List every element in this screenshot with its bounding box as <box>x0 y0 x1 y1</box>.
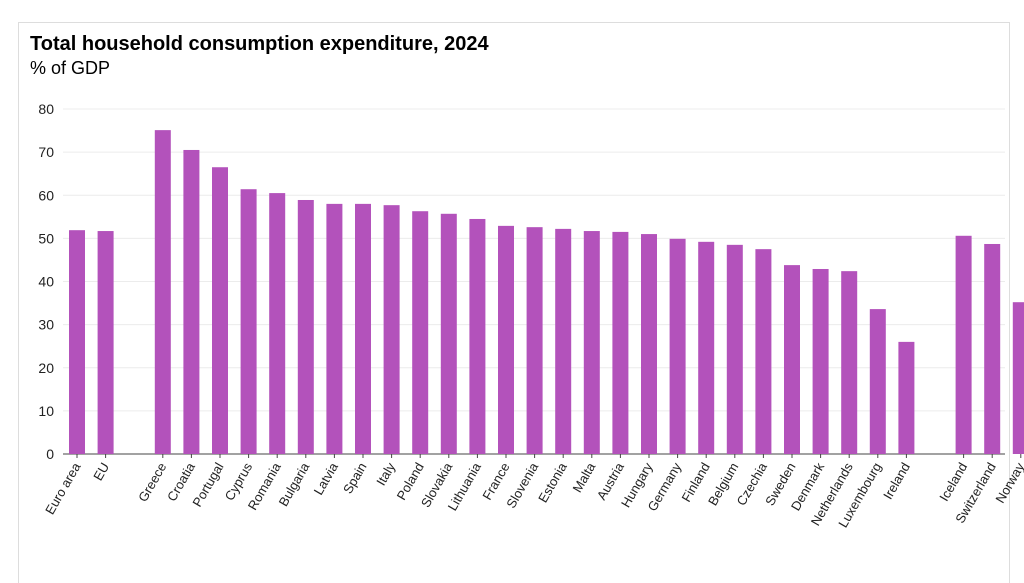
chart-frame <box>18 22 1010 583</box>
y-tick-label: 40 <box>38 274 54 290</box>
bar-norway <box>1012 302 1024 454</box>
x-tick-label: Euro area <box>42 459 84 517</box>
bar-spain <box>355 203 371 454</box>
bar-finland <box>698 241 715 454</box>
y-tick-label: 10 <box>38 403 54 419</box>
bar-poland <box>412 211 429 454</box>
bar-malta <box>583 231 600 454</box>
bar-portugal <box>212 167 228 454</box>
bar-iceland <box>955 235 972 454</box>
y-tick-label: 30 <box>38 317 54 333</box>
bar-ireland <box>898 341 915 454</box>
y-tick-label: 20 <box>38 360 54 376</box>
bar-bulgaria <box>297 199 314 454</box>
bar-denmark <box>812 268 829 454</box>
bar-euro-area <box>69 230 85 454</box>
bar-france <box>498 225 514 454</box>
y-tick-label: 0 <box>46 446 54 462</box>
bar-austria <box>612 231 629 454</box>
x-tick-label: Malta <box>570 459 599 495</box>
x-tick-label: EU <box>90 460 112 483</box>
y-tick-label: 60 <box>38 187 54 203</box>
bar-lithuania <box>469 218 486 454</box>
x-tick-label: Spain <box>340 460 370 496</box>
bar-germany <box>669 238 686 454</box>
bar-luxembourg <box>869 309 886 454</box>
bar-estonia <box>555 228 572 454</box>
bar-belgium <box>726 244 743 454</box>
bar-greece <box>154 130 171 454</box>
x-tick-label: Greece <box>135 460 169 504</box>
bar-italy <box>383 205 400 454</box>
bar-croatia <box>183 149 200 454</box>
chart-title: Total household consumption expenditure,… <box>30 33 489 55</box>
y-tick-label: 50 <box>38 230 54 246</box>
bar-netherlands <box>841 271 858 454</box>
bar-hungary <box>641 234 657 454</box>
y-tick-label: 70 <box>38 144 54 160</box>
bar-romania <box>269 193 286 454</box>
bar-switzerland <box>984 243 1001 454</box>
x-tick-label: Italy <box>373 460 398 489</box>
x-tick-label: Latvia <box>311 459 342 497</box>
bar-latvia <box>326 203 343 454</box>
bar-sweden <box>784 265 800 454</box>
bar-eu <box>97 231 114 454</box>
y-tick-label: 80 <box>38 101 54 117</box>
x-tick-label: Ireland <box>880 460 913 502</box>
x-tick-label: Estonia <box>535 459 570 505</box>
x-tick-label: Norway <box>992 460 1024 506</box>
bar-slovenia <box>526 227 543 454</box>
bar-cyprus <box>240 189 257 454</box>
chart-subtitle: % of GDP <box>30 58 111 78</box>
bar-slovakia <box>440 213 457 454</box>
bar-czechia <box>755 249 772 454</box>
